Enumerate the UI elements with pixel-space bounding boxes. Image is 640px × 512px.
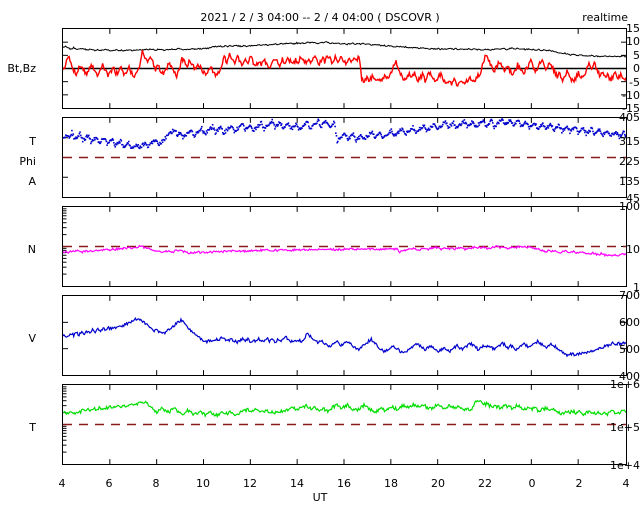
density-plot-area bbox=[63, 207, 626, 286]
panel-bt-bz bbox=[62, 28, 627, 109]
phi-plot-area bbox=[63, 118, 626, 197]
ytick-v-500: 500 bbox=[619, 343, 640, 356]
temperature-plot-area bbox=[63, 385, 626, 464]
ytick-t-1e4: 1e+4 bbox=[610, 459, 640, 472]
axis-label-phi-t: T bbox=[29, 135, 36, 148]
ytick-v-400: 400 bbox=[619, 370, 640, 383]
realtime-label: realtime bbox=[582, 11, 628, 24]
ytick-n-100: 100 bbox=[619, 200, 640, 213]
ytick-bt-m10: -10 bbox=[622, 89, 640, 102]
x-tick-22: 22 bbox=[478, 477, 492, 490]
x-tick-10: 10 bbox=[196, 477, 210, 490]
ytick-bt-15: 15 bbox=[626, 22, 640, 35]
x-tick-14: 14 bbox=[290, 477, 304, 490]
ytick-phi-135: 135 bbox=[619, 175, 640, 188]
x-tick-0: 0 bbox=[528, 477, 536, 490]
panel-velocity bbox=[62, 295, 627, 376]
bt-bz-plot-area bbox=[63, 29, 626, 108]
ytick-phi-315: 315 bbox=[619, 135, 640, 148]
panel-phi bbox=[62, 117, 627, 198]
axis-label-phi-a: A bbox=[28, 175, 36, 188]
panel-density bbox=[62, 206, 627, 287]
x-tick-16: 16 bbox=[337, 477, 351, 490]
page-title: 2021 / 2 / 3 04:00 -- 2 / 4 04:00 ( DSCO… bbox=[200, 11, 440, 24]
x-tick-18: 18 bbox=[384, 477, 398, 490]
ytick-t-1e5: 1e+5 bbox=[610, 421, 640, 434]
ytick-phi-405: 405 bbox=[619, 111, 640, 124]
panel-temperature bbox=[62, 384, 627, 465]
x-tick-8: 8 bbox=[152, 477, 160, 490]
ytick-phi-225: 225 bbox=[619, 155, 640, 168]
axis-label-density: N bbox=[27, 243, 36, 256]
ytick-t-1e6: 1e+6 bbox=[610, 378, 640, 391]
ytick-bt-0: 0 bbox=[633, 62, 640, 75]
axis-label-bt-bz: Bt,Bz bbox=[7, 62, 36, 75]
ytick-bt-m5: -5 bbox=[629, 76, 640, 89]
ytick-phi-45: 45 bbox=[626, 192, 640, 205]
ytick-n-1: 1 bbox=[633, 281, 640, 294]
x-tick-6: 6 bbox=[105, 477, 113, 490]
x-tick-20: 20 bbox=[431, 477, 445, 490]
ytick-n-10: 10 bbox=[626, 243, 640, 256]
x-axis-title: UT bbox=[312, 491, 328, 504]
ytick-bt-5: 5 bbox=[633, 49, 640, 62]
axis-label-temperature: T bbox=[29, 421, 36, 434]
ytick-bt-10: 10 bbox=[626, 35, 640, 48]
ytick-v-600: 600 bbox=[619, 316, 640, 329]
x-tick-2: 2 bbox=[575, 477, 583, 490]
ytick-v-700: 700 bbox=[619, 289, 640, 302]
axis-label-velocity: V bbox=[28, 332, 36, 345]
x-tick-4: 4 bbox=[58, 477, 66, 490]
x-tick-12: 12 bbox=[243, 477, 257, 490]
axis-label-phi-phi: Phi bbox=[19, 155, 36, 168]
velocity-plot-area bbox=[63, 296, 626, 375]
ytick-bt-m15: -15 bbox=[622, 102, 640, 115]
x-tick-4: 4 bbox=[622, 477, 630, 490]
